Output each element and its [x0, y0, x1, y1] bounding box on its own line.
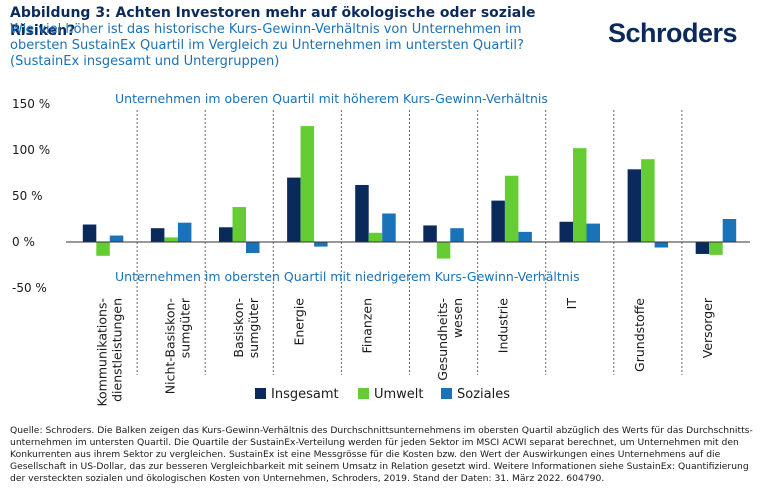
- bar-insgesamt-7: [559, 221, 573, 242]
- legend-swatch-insgesamt: [255, 388, 266, 399]
- bar-soziales-9: [722, 219, 737, 242]
- y-tick-label: 0 %: [12, 235, 35, 249]
- bar-insgesamt-0: [82, 224, 97, 242]
- bar-insgesamt-8: [627, 169, 642, 242]
- annotation-bottom: Unternehmen im obersten Quartil mit nied…: [115, 269, 580, 284]
- y-axis: 150 % 100 % 50 % 0 % -50 %: [12, 97, 50, 295]
- x-category-label: Nicht-Basiskon-sumgüter: [163, 297, 193, 394]
- bar-umwelt-5: [436, 242, 451, 259]
- bar-insgesamt-5: [423, 225, 437, 242]
- y-tick-label: -50 %: [12, 281, 47, 295]
- y-tick-label: 150 %: [12, 97, 50, 111]
- bar-umwelt-7: [573, 148, 587, 242]
- legend-label-insgesamt: Insgesamt: [271, 387, 339, 402]
- bars: [82, 126, 737, 259]
- bar-umwelt-2: [232, 207, 246, 242]
- schroders-logo: Schroders: [608, 18, 738, 48]
- x-category-label: Industrie: [496, 298, 511, 353]
- bar-soziales-6: [518, 231, 532, 242]
- x-category-label: Energie: [291, 298, 306, 346]
- bar-soziales-3: [314, 242, 328, 247]
- x-axis-labels: Kommunikations-dienstleistungen Nicht-Bas…: [95, 297, 715, 406]
- source-footnote: Quelle: Schroders. Die Balken zeigen das…: [10, 425, 753, 484]
- annotation-top: Unternehmen im oberen Quartil mit höhere…: [115, 91, 548, 106]
- legend-swatch-soziales: [441, 388, 452, 399]
- bar-insgesamt-9: [695, 242, 710, 254]
- bar-insgesamt-6: [491, 200, 505, 242]
- x-category-label: IT: [564, 298, 579, 310]
- bar-umwelt-4: [368, 232, 383, 242]
- chart-subtitle: Wie viel höher ist das historische Kurs-…: [10, 22, 524, 69]
- legend-swatch-umwelt: [358, 388, 369, 399]
- bar-umwelt-9: [709, 242, 723, 255]
- bar-insgesamt-3: [287, 177, 301, 242]
- bar-soziales-8: [654, 242, 669, 248]
- bar-soziales-7: [586, 223, 600, 242]
- bar-umwelt-0: [96, 242, 110, 256]
- bar-chart: 150 % 100 % 50 % 0 % -50 % Kommunikations-di…: [12, 91, 750, 407]
- bar-soziales-0: [109, 235, 124, 242]
- bar-umwelt-8: [641, 159, 655, 242]
- bar-soziales-1: [177, 222, 192, 242]
- y-tick-label: 50 %: [12, 189, 43, 203]
- bar-soziales-5: [450, 228, 464, 242]
- legend-label-soziales: Soziales: [457, 387, 510, 402]
- chart-title: Abbildung 3: Achten Investoren mehr auf …: [10, 5, 536, 39]
- bar-insgesamt-1: [150, 228, 165, 242]
- x-category-label: Versorger: [700, 297, 715, 358]
- legend-label-umwelt: Umwelt: [374, 387, 424, 402]
- bar-umwelt-6: [504, 175, 519, 242]
- x-category-label: Kommunikations-dienstleistungen: [95, 298, 125, 407]
- bar-soziales-2: [246, 242, 260, 254]
- bar-umwelt-1: [164, 237, 178, 242]
- y-tick-label: 100 %: [12, 143, 50, 157]
- bar-insgesamt-2: [219, 227, 233, 242]
- x-category-label: Grundstoffe: [632, 298, 647, 372]
- x-category-label: Basiskon-sumgüter: [231, 297, 261, 358]
- bar-insgesamt-4: [355, 184, 369, 242]
- bar-soziales-4: [382, 213, 396, 242]
- x-category-label: Gesundheits-wesen: [435, 298, 465, 381]
- bar-umwelt-3: [300, 126, 315, 242]
- legend: Insgesamt Umwelt Soziales: [255, 387, 510, 402]
- x-category-label: Finanzen: [359, 298, 374, 353]
